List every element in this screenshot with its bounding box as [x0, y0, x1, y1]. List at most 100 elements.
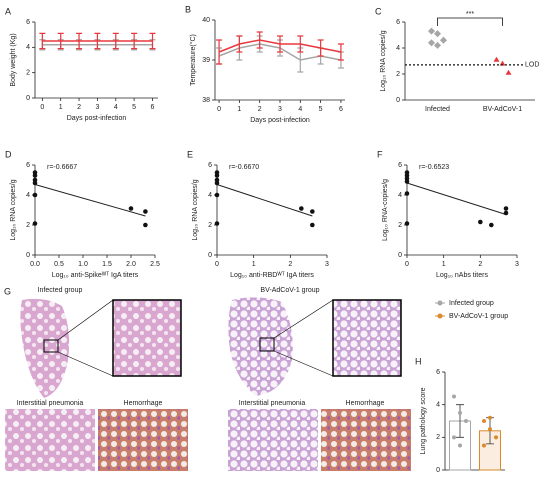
panel-label: C [375, 6, 382, 16]
inset-title: Hemorrhage [124, 400, 163, 407]
error-bar [57, 32, 64, 50]
data-point [482, 443, 486, 448]
data-point [433, 30, 442, 38]
data-point [32, 173, 38, 178]
x-tick-label: 0 [40, 104, 44, 111]
data-point [32, 192, 38, 198]
y-tick-label: 0 [208, 252, 212, 259]
inset-image [5, 409, 95, 471]
data-point [488, 415, 492, 420]
inset-image [112, 299, 182, 377]
y-tick-label: 6 [208, 162, 212, 169]
data-point [464, 419, 468, 423]
y-tick-label: 38 [202, 97, 210, 104]
group-title: Infected group [38, 287, 83, 294]
zoom-box [259, 337, 275, 352]
lung-section [228, 297, 293, 396]
y-tick-label: 4 [436, 402, 440, 409]
legend-label: BV-AdCoV-1 group [449, 313, 508, 320]
data-point [404, 221, 410, 226]
legend-label: Infected group [449, 300, 494, 307]
y-tick-label: 0 [398, 252, 402, 259]
y-tick-label: 0 [396, 97, 400, 104]
x-tick-label: 1 [237, 106, 241, 113]
y-tick-label: 4 [398, 192, 402, 199]
data-point [214, 192, 220, 198]
data-point [493, 56, 500, 62]
data-point [458, 410, 462, 415]
zoom-line [273, 299, 334, 339]
error-bar [94, 32, 101, 50]
data-point [143, 209, 148, 214]
x-tick-label: 0 [215, 261, 219, 268]
y-tick-label: 6 [396, 19, 400, 26]
correlation-label: r=-0.6670 [229, 164, 259, 171]
x-tick-label: 5 [319, 106, 323, 113]
error-bar [297, 35, 304, 53]
data-point [482, 419, 486, 423]
significance-bracket [437, 17, 503, 26]
error-bar [112, 32, 119, 50]
data-point [427, 39, 436, 47]
x-tick-label: 3 [278, 106, 282, 113]
x-tick-label: 2.0 [126, 261, 136, 268]
y-axis-label: Log₁₀ RNA copies/g [192, 179, 199, 240]
y-tick-label: 0 [26, 252, 30, 259]
x-tick-label: 1.5 [102, 261, 112, 268]
y-axis-label: Temperature(°C) [189, 34, 197, 86]
x-tick-label: 1 [252, 261, 256, 268]
x-tick-label: 1 [59, 104, 63, 111]
x-tick-label: 3 [325, 261, 329, 268]
zoom-line [57, 351, 114, 377]
reference-label: LOD [525, 62, 539, 69]
data-point [503, 206, 509, 211]
x-axis-label: Log₁₀ anti-RBDᵂᵀ IgA titers [230, 272, 314, 279]
data-point [214, 173, 220, 178]
data-point [458, 443, 462, 448]
zoom-line [57, 299, 114, 341]
error-bar [317, 39, 324, 57]
correlation-label: r=-0.6667 [47, 164, 77, 171]
error-bar [149, 32, 156, 50]
data-point [503, 210, 509, 216]
x-tick-label: 0 [217, 106, 221, 113]
panel-label: H [415, 356, 422, 366]
panel-label: G [4, 286, 11, 296]
panel-label: A [5, 6, 11, 16]
y-axis-label: Body weight (Kg) [10, 33, 17, 86]
zoom-box [43, 339, 59, 353]
data-point [310, 209, 315, 214]
y-tick-label: 2 [436, 434, 440, 441]
x-tick-label: 0 [405, 261, 409, 268]
data-point [489, 222, 494, 228]
error-bar [131, 32, 138, 50]
data-point [404, 179, 410, 184]
correlation-label: r=-0.6523 [419, 164, 449, 171]
fit-line [406, 182, 507, 215]
y-tick-label: 6 [436, 369, 440, 376]
data-point [427, 27, 436, 35]
x-axis-label: Log₁₀ anti-Spikeᵂᵀ IgA titers [52, 272, 139, 279]
x-tick-label: 0.5 [54, 261, 64, 268]
y-tick-label: 40 [202, 17, 210, 24]
inset-title: Interstitial pneumonia [239, 400, 306, 407]
panel-label: B [185, 4, 191, 14]
data-point [439, 36, 448, 44]
y-tick-label: 2 [398, 222, 402, 229]
data-point [452, 394, 456, 399]
group-title: BV-AdCoV-1 group [260, 287, 319, 294]
inset-image [228, 409, 318, 471]
y-tick-label: 6 [26, 162, 30, 169]
data-point [214, 221, 220, 226]
fit-line [216, 184, 313, 217]
data-point [505, 69, 512, 75]
x-axis-label: Days post-infection [67, 115, 127, 122]
y-axis-label: Lung pathology score [420, 387, 427, 454]
x-tick-label: 4 [298, 106, 302, 113]
significance-label: *** [466, 11, 474, 18]
histology-panel: G Infected group Interstitial pneumonia … [4, 286, 411, 471]
zoom-line [273, 350, 334, 377]
error-bar [236, 35, 243, 53]
inset-image [332, 299, 402, 377]
data-point [494, 435, 498, 440]
